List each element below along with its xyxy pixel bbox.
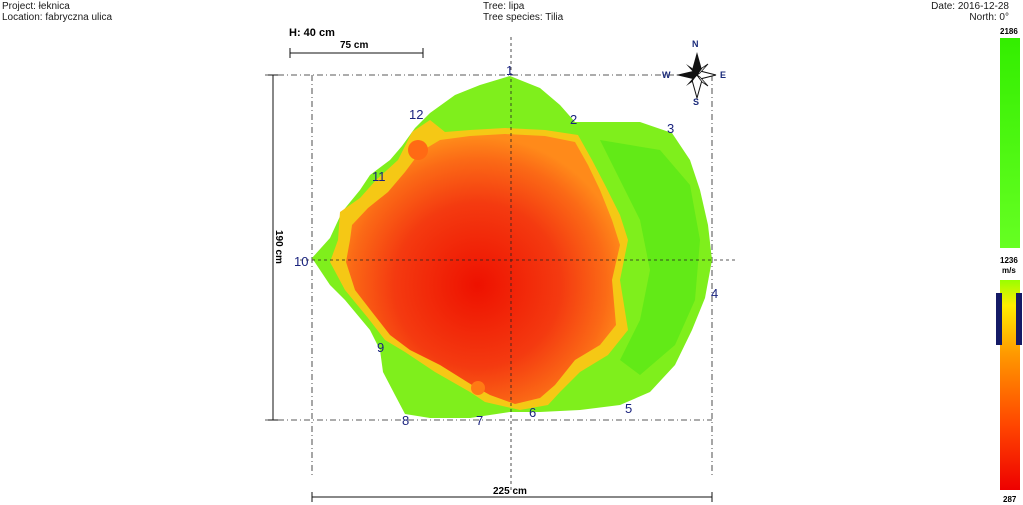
sensor-label: 12: [409, 107, 423, 122]
scale-bar-label: 75 cm: [340, 40, 368, 51]
color-legend: [996, 38, 1022, 490]
scale-bar: [289, 48, 424, 58]
legend-mid-label: 1236: [1000, 256, 1018, 265]
depth-label: 190 cm: [273, 230, 284, 264]
compass-north: N: [692, 39, 699, 49]
depth-dimension: [268, 74, 278, 421]
sensor-label: 3: [667, 121, 674, 136]
sensor-label: 9: [377, 340, 384, 355]
location-label: Location: fabryczna ulica: [2, 12, 113, 23]
sensor-label: 8: [402, 413, 409, 428]
compass-east: E: [720, 70, 726, 80]
project-label: Project: łeknica: [2, 1, 70, 12]
species-label: Tree species: Tilia: [483, 12, 564, 23]
sensor-label: 1: [506, 63, 513, 78]
legend-unit-label: m/s: [1002, 266, 1016, 275]
outer-wood-highlight: [600, 140, 700, 375]
orange-spot: [408, 140, 428, 160]
date-label: Date: 2016-12-28: [931, 1, 1009, 12]
orange-spot: [471, 381, 485, 395]
compass-icon: [676, 52, 717, 100]
legend-min-label: 287: [1003, 495, 1017, 504]
decay-core-region: [346, 134, 620, 404]
compass-south: S: [693, 97, 699, 107]
color-bar-marker-right: [1016, 293, 1022, 345]
sensor-label: 2: [570, 112, 577, 127]
sensor-label: 11: [372, 169, 386, 184]
frame-lines: [265, 74, 713, 475]
height-label: H: 40 cm: [289, 27, 335, 39]
sensor-label: 5: [625, 401, 632, 416]
sensor-label: 6: [529, 405, 536, 420]
width-dimension: [311, 492, 713, 502]
width-label: 225 cm: [493, 486, 527, 497]
compass-west: W: [662, 70, 671, 80]
color-bar-lower: [1000, 280, 1020, 490]
center-axes: [300, 37, 735, 490]
sensor-label: 10: [294, 254, 308, 269]
tree-label: Tree: lipa: [483, 1, 525, 12]
sensor-label: 7: [476, 413, 483, 428]
color-bar-upper: [1000, 38, 1020, 248]
north-label: North: 0°: [969, 12, 1009, 23]
sensor-label: 4: [711, 286, 718, 301]
legend-max-label: 2186: [1000, 27, 1018, 36]
color-bar-marker-left: [996, 293, 1002, 345]
